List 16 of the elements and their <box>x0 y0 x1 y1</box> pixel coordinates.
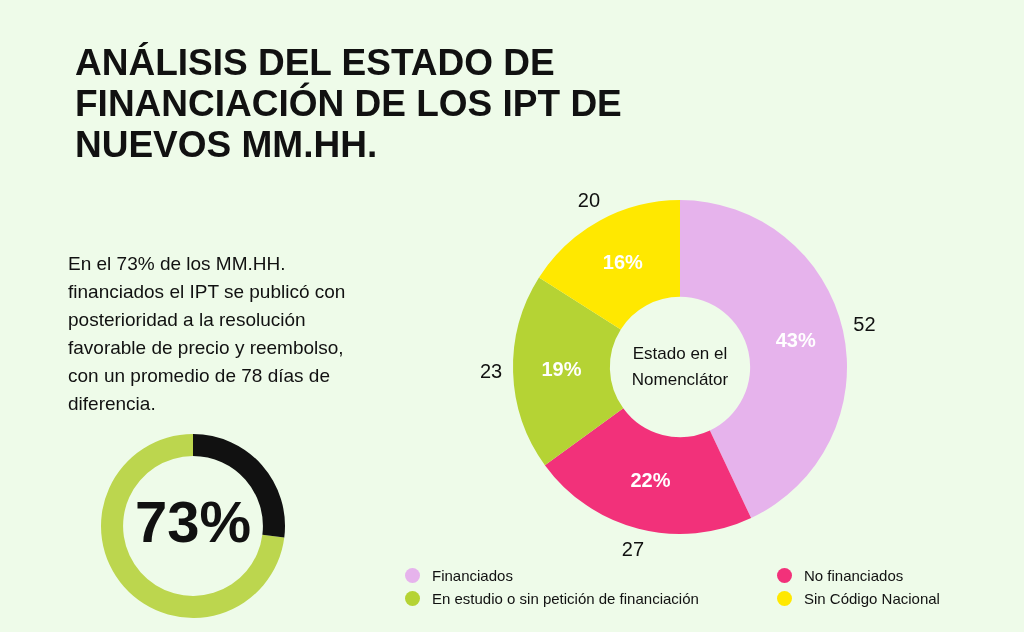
data-label: 19% <box>541 358 582 381</box>
text: 20 <box>577 188 601 211</box>
text: 52 <box>853 313 876 336</box>
data-label: 16% <box>602 250 644 273</box>
text: Estado en el Nomenclátor <box>631 343 729 389</box>
legend-label: No financiados <box>804 567 904 584</box>
text: En el 73% de los MM.HH. financiados el IPT se publicó con posterioridad a la resolución favorable de precio y reembolso, con un promedio de 78 días de diferencia. <box>68 252 347 416</box>
legend-label: En estudio o sin petición de financiación <box>432 590 699 607</box>
data-label: 22% <box>630 469 671 492</box>
data-label: 73% <box>134 489 252 554</box>
legend-label: Sin Código Nacional <box>804 590 940 607</box>
text: 23 <box>479 360 503 383</box>
data-label: 43% <box>775 328 816 351</box>
chart-title: ANÁLISIS DEL ESTADO DE FINANCIACIÓN DE LOS IPT DE NUEVOS MM.HH. <box>75 42 623 165</box>
legend-label: Financiados <box>432 567 513 584</box>
text: 27 <box>621 537 645 560</box>
